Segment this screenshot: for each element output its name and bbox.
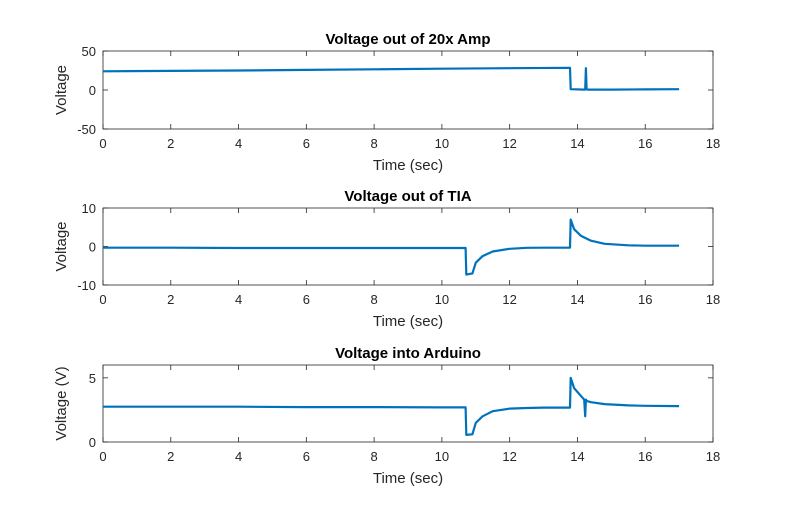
x-axis-label: Time (sec) [373,157,443,174]
y-tick-label: 0 [89,240,96,255]
x-tick-label: 4 [235,292,242,307]
subplot-3: 0 2 4 6 8 10 12 14 16 18 0 5 Voltage into Arduino Tim… [53,345,720,487]
x-tick-label: 8 [370,136,377,151]
x-tick-label: 14 [570,136,584,151]
x-tick-label: 2 [167,136,174,151]
x-axis-label: Time (sec) [373,470,443,487]
y-tick-label: -10 [77,278,96,293]
x-tick-label: 0 [99,136,106,151]
x-tick-label: 2 [167,292,174,307]
y-axis-label: Voltage [53,221,70,271]
y-axis-label: Voltage [53,65,70,115]
x-tick-label: 18 [706,136,720,151]
x-tick-label: 4 [235,136,242,151]
x-tick-label: 10 [435,136,449,151]
x-tick-label: 16 [638,449,652,464]
x-tick-label: 10 [435,292,449,307]
y-tick-label: 0 [89,83,96,98]
x-tick-label: 0 [99,449,106,464]
x-tick-label: 14 [570,449,584,464]
x-tick-label: 2 [167,449,174,464]
y-tick-label: -50 [77,122,96,137]
plot-area [102,207,714,286]
x-tick-label: 6 [303,136,310,151]
y-axis-label: Voltage (V) [53,366,70,440]
x-tick-label: 4 [235,449,242,464]
x-tick-label: 18 [706,449,720,464]
y-tick-label: 5 [89,371,96,386]
series-line [103,218,680,276]
x-tick-label: 6 [303,292,310,307]
series-line [103,376,680,436]
y-tick-label: 10 [82,201,96,216]
chart-title: Voltage out of 20x Amp [325,31,490,48]
x-tick-label: 0 [99,292,106,307]
x-tick-label: 8 [370,292,377,307]
chart-title: Voltage out of TIA [344,188,471,205]
x-tick-label: 16 [638,292,652,307]
x-tick-label: 16 [638,136,652,151]
chart-title: Voltage into Arduino [335,345,481,362]
x-axis-label: Time (sec) [373,313,443,330]
x-tick-label: 6 [303,449,310,464]
x-tick-label: 14 [570,292,584,307]
x-tick-label: 12 [502,292,516,307]
y-tick-label: 50 [82,44,96,59]
x-tick-label: 12 [502,449,516,464]
x-tick-label: 10 [435,449,449,464]
x-tick-label: 8 [370,449,377,464]
plot-area [102,364,714,443]
series-line [102,66,680,91]
y-tick-label: 0 [89,435,96,450]
x-tick-label: 12 [502,136,516,151]
x-tick-label: 18 [706,292,720,307]
